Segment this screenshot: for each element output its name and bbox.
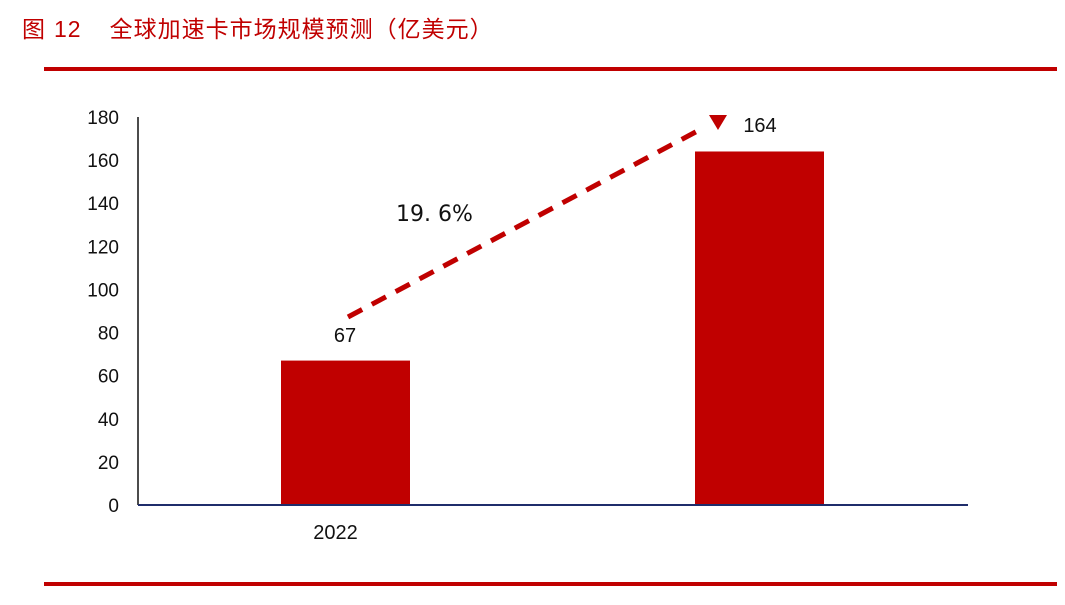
cagr-arrow: 19. 6%: [346, 115, 727, 320]
y-tick-label: 180: [87, 108, 119, 129]
y-axis-ticks: 0 20 40 60 80 100 120 140 160 180: [87, 108, 119, 517]
bottom-divider: [44, 582, 1057, 586]
y-tick-label: 120: [87, 237, 119, 258]
top-divider: [44, 67, 1057, 71]
y-tick-label: 80: [98, 324, 119, 345]
cagr-label: 19. 6%: [396, 202, 473, 227]
y-tick-label: 40: [98, 410, 119, 431]
chart-title: 全球加速卡市场规模预测（亿美元）: [109, 17, 494, 43]
bar: [281, 360, 410, 505]
y-tick-label: 0: [108, 496, 119, 517]
figure-number: 12: [54, 16, 82, 42]
x-tick-label: 2022: [313, 522, 358, 544]
figure-label: 图: [22, 17, 46, 43]
bars: 67 164: [281, 115, 824, 505]
y-tick-label: 100: [87, 280, 119, 301]
y-tick-label: 160: [87, 151, 119, 172]
figure-title: 图 12 全球加速卡市场规模预测（亿美元）: [22, 10, 494, 44]
data-label: 164: [743, 115, 776, 137]
x-axis-labels: 2022: [313, 522, 358, 544]
bar: [695, 151, 824, 505]
y-tick-label: 140: [87, 194, 119, 215]
arrow-head-icon: [709, 115, 727, 130]
y-tick-label: 60: [98, 367, 119, 388]
y-tick-label: 20: [98, 453, 119, 474]
data-label: 67: [334, 325, 356, 347]
dashed-arrow-line: [346, 124, 707, 320]
